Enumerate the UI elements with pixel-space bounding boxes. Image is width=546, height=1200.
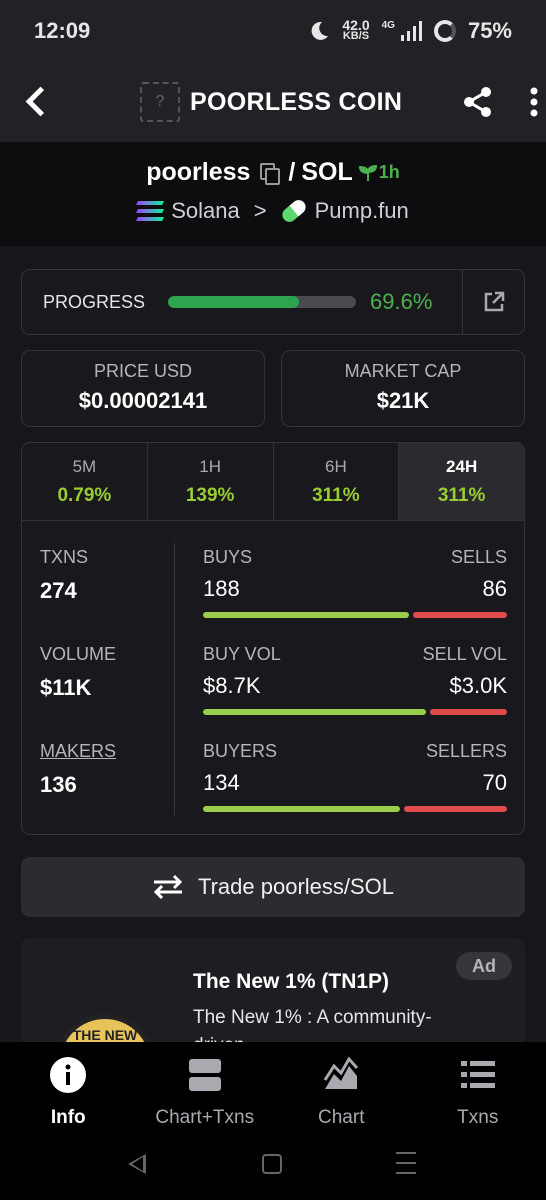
back-icon[interactable]	[20, 84, 54, 118]
divider	[462, 270, 463, 334]
price-card: PRICE USD $0.00002141	[21, 350, 265, 427]
share-icon[interactable]	[460, 84, 496, 120]
market-cap-card: MARKET CAP $21K	[281, 350, 525, 427]
sell-volume-bar	[430, 709, 507, 715]
buy-volume-bar	[203, 709, 427, 715]
sellers-share-bar	[404, 806, 507, 812]
progress-label: PROGRESS	[43, 292, 146, 312]
system-home-icon[interactable]	[262, 1154, 282, 1174]
tab-24h[interactable]: 24H 311%	[399, 443, 524, 520]
trade-button-label: Trade poorless/SOL	[197, 874, 395, 899]
more-options-icon[interactable]	[524, 84, 544, 120]
network-speed: 42.0 KB/S	[342, 17, 370, 42]
copy-icon[interactable]	[260, 162, 281, 185]
top-app-bar: ? POORLESS COIN	[0, 62, 546, 142]
nav-info[interactable]: Info	[0, 1042, 137, 1134]
price-value: $0.00002141	[78, 388, 208, 413]
progress-bar	[168, 296, 356, 308]
pair-age: 1h	[358, 162, 400, 183]
chevron-right-icon: >	[253, 198, 267, 223]
volume-ratio-bar	[203, 709, 507, 715]
battery-level: 75%	[467, 18, 512, 43]
bottom-nav: Info Chart+Txns Chart Txns	[0, 1042, 546, 1134]
timeframe-tabs: 5M 0.79% 1H 139% 6H 311% 24H 311%	[22, 443, 524, 521]
base-token: poorless	[146, 158, 251, 186]
buy-share-bar	[203, 612, 409, 618]
pair-separator: /	[288, 158, 296, 186]
system-nav-bar	[0, 1134, 546, 1200]
network-type: 4G	[381, 20, 395, 31]
progress-percent: 69.6%	[370, 289, 433, 314]
battery-icon	[433, 20, 456, 42]
signal-icon	[400, 21, 422, 41]
buyers-ratio-bar	[203, 806, 507, 812]
tab-6h[interactable]: 6H 311%	[274, 443, 400, 520]
nav-txns[interactable]: Txns	[410, 1042, 546, 1134]
status-bar: 12:09 42.0 KB/S 4G 75%	[0, 0, 546, 62]
buyers-share-bar	[203, 806, 401, 812]
trade-button[interactable]: Trade poorless/SOL	[21, 857, 525, 917]
dex-link[interactable]: Pump.fun	[314, 198, 409, 223]
token-placeholder-icon: ?	[140, 82, 180, 122]
tab-5m[interactable]: 5M 0.79%	[22, 443, 148, 520]
tab-1h[interactable]: 1H 139%	[148, 443, 274, 520]
volume-split: BUY VOL SELL VOL $8.7K $3.0K	[203, 644, 507, 715]
ad-card[interactable]: Ad The New 1% (TN1P) The New 1% : A comm…	[21, 938, 525, 1048]
nav-chart-txns[interactable]: Chart+Txns	[137, 1042, 274, 1134]
info-icon	[50, 1057, 87, 1093]
price-label: PRICE USD	[93, 361, 192, 381]
pair-chain-row: Solana > Pump.fun	[0, 197, 546, 225]
pair-header: poorless / SOL 1h Solana > Pump.fun	[0, 142, 546, 246]
status-time: 12:09	[34, 18, 91, 43]
makers-metric[interactable]: MAKERS 136	[40, 741, 117, 797]
txns-metric: TXNS 274	[40, 547, 89, 603]
ad-title: The New 1% (TN1P)	[193, 970, 390, 993]
page-title: POORLESS COIN	[190, 87, 403, 116]
chain-link[interactable]: Solana	[171, 198, 240, 223]
swap-icon	[153, 874, 183, 900]
buyers-sellers-split: BUYERS SELLERS 134 70	[203, 741, 507, 812]
list-icon	[460, 1061, 495, 1088]
sprout-icon	[358, 164, 377, 181]
sell-share-bar	[412, 612, 507, 618]
title-group: ? POORLESS COIN	[140, 82, 402, 122]
buy-sell-ratio-bar	[203, 612, 507, 618]
nav-chart[interactable]: Chart	[273, 1042, 410, 1134]
pair-name-row: poorless / SOL 1h	[0, 158, 546, 187]
volume-metric: VOLUME $11K	[40, 644, 117, 700]
market-cap-label: MARKET CAP	[344, 361, 462, 381]
ad-badge: Ad	[456, 952, 512, 980]
market-cap-value: $21K	[376, 388, 430, 413]
solana-icon	[136, 201, 165, 221]
divider	[174, 543, 175, 815]
status-icons: 42.0 KB/S 4G 75%	[308, 18, 512, 44]
pumpfun-icon	[279, 197, 309, 225]
system-recents-icon[interactable]	[396, 1152, 416, 1174]
bonding-progress-card: PROGRESS 69.6%	[21, 269, 525, 335]
quote-token: SOL	[301, 158, 353, 186]
progress-bar-fill	[168, 296, 299, 308]
buys-sells-split: BUYS SELLS 188 86	[203, 547, 507, 618]
stats-card: 5M 0.79% 1H 139% 6H 311% 24H 311% TXNS 2…	[21, 442, 525, 835]
chart-txns-icon	[188, 1059, 221, 1091]
chart-icon	[323, 1056, 359, 1089]
external-link-icon[interactable]	[482, 290, 506, 314]
moon-icon	[311, 21, 329, 40]
system-back-icon[interactable]	[128, 1154, 146, 1174]
